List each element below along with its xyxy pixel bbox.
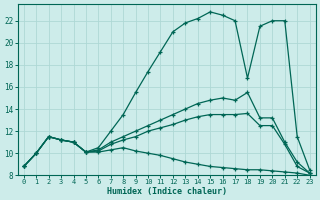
X-axis label: Humidex (Indice chaleur): Humidex (Indice chaleur)	[107, 187, 227, 196]
